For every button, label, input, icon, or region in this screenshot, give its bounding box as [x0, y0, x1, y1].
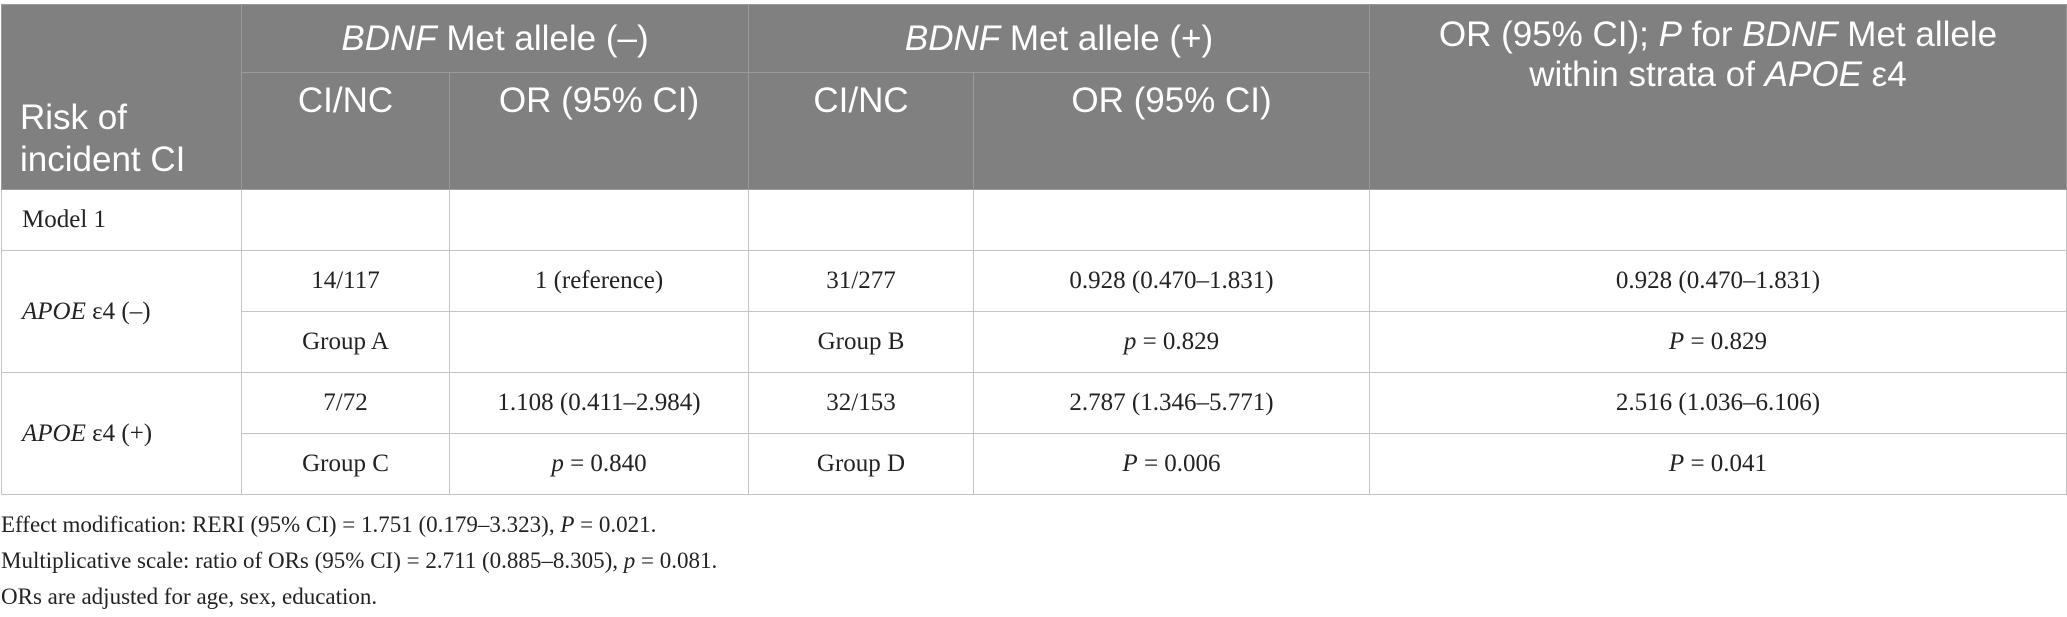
- cinc-cell: 7/72: [241, 372, 450, 434]
- apoe-pos-gene: APOE: [22, 419, 86, 447]
- or-strata-cell: 2.516 (1.036–6.106): [1369, 372, 2067, 434]
- empty-cell: [748, 189, 974, 251]
- empty-cell: [973, 189, 1370, 251]
- table-row-apoe-pos-2: Group C p = 0.840 Group D P = 0.006 P = …: [2, 433, 2067, 495]
- header-row-2: CI/NC OR (95% CI) CI/NC OR (95% CI): [2, 72, 2067, 190]
- bdnf-negative-header: BDNF Met allele (–): [241, 4, 749, 73]
- or-header-p: P: [1658, 15, 1682, 54]
- cinc-cell: 32/153: [748, 372, 974, 434]
- group-cell: Group C: [241, 433, 450, 495]
- apoe-neg-rest: ε4 (–): [85, 297, 151, 325]
- table-row-model: Model 1: [1, 189, 2067, 251]
- cinc-cell: 14/117: [241, 250, 450, 312]
- risk-header-line1: Risk of: [20, 98, 127, 137]
- footnote-text: Effect modification: RERI (95% CI) = 1.7…: [1, 512, 561, 537]
- cinc-neg-header: CI/NC: [241, 72, 450, 190]
- table-row-apoe-neg-1: APOE ε4 (–) 14/117 1 (reference) 31/277 …: [1, 250, 2067, 373]
- apoe-neg-gene: APOE: [22, 297, 86, 325]
- apoe-pos-rest: ε4 (+): [85, 419, 153, 447]
- or-cell: 1 (reference): [449, 250, 749, 312]
- cinc-cell: 31/277: [748, 250, 974, 312]
- p-value: = 0.829: [1684, 328, 1768, 355]
- risk-header-line2: incident CI: [20, 140, 186, 179]
- or-header-part2: for: [1682, 15, 1743, 54]
- group-cell: Group A: [241, 311, 450, 373]
- bdnf-positive-header: BDNF Met allele (+): [748, 4, 1370, 73]
- p-value: = 0.829: [1136, 328, 1220, 355]
- group-cell: Group D: [748, 433, 974, 495]
- p-symbol: p: [1123, 328, 1137, 355]
- p-symbol: p: [551, 450, 564, 477]
- group-cell: Group B: [748, 311, 974, 373]
- bdnf-pos-gene: BDNF: [904, 18, 1001, 58]
- p-symbol: P: [1122, 450, 1138, 477]
- p-symbol: P: [1668, 328, 1685, 355]
- or-strata-header: OR (95% CI); P for BDNF Met allele withi…: [1369, 4, 2067, 190]
- footnote-text: = 0.081.: [635, 548, 718, 573]
- or-cell: 2.787 (1.346–5.771): [973, 372, 1370, 434]
- or-pos-header: OR (95% CI): [973, 72, 1370, 190]
- p-cell: P = 0.006: [973, 433, 1370, 495]
- model-label: Model 1: [1, 189, 242, 251]
- footnote-effect-modification: Effect modification: RERI (95% CI) = 1.7…: [1, 507, 2067, 543]
- header-row-1: Risk of incident CI BDNF Met allele (–) …: [1, 4, 2067, 190]
- p-strata-cell: P = 0.041: [1369, 433, 2067, 495]
- results-table: Risk of incident CI BDNF Met allele (–) …: [1, 4, 2067, 495]
- apoe-pos-label: APOE ε4 (+): [1, 372, 242, 495]
- p-strata-cell: P = 0.829: [1369, 311, 2067, 373]
- p-value: = 0.041: [1684, 450, 1768, 477]
- empty-cell: [1369, 189, 2067, 251]
- or-header-part3: Met allele: [1837, 15, 1998, 54]
- p-symbol: p: [623, 548, 636, 573]
- empty-cell: [241, 189, 450, 251]
- cinc-pos-header: CI/NC: [748, 72, 974, 190]
- or-strata-cell: 0.928 (0.470–1.831): [1369, 250, 2067, 312]
- bdnf-neg-rest: Met allele (–): [436, 18, 649, 58]
- or-cell: 1.108 (0.411–2.984): [449, 372, 749, 434]
- table-footnotes: Effect modification: RERI (95% CI) = 1.7…: [1, 507, 2067, 615]
- bdnf-neg-gene: BDNF: [341, 18, 437, 58]
- apoe-neg-label: APOE ε4 (–): [1, 250, 242, 373]
- risk-header: Risk of incident CI: [1, 4, 242, 190]
- or-cell: 0.928 (0.470–1.831): [973, 250, 1370, 312]
- or-header-gene: BDNF: [1742, 15, 1838, 54]
- empty-cell: [449, 189, 749, 251]
- footnote-text: Multiplicative scale: ratio of ORs (95% …: [1, 548, 624, 573]
- table-row-apoe-pos-1: APOE ε4 (+) 7/72 1.108 (0.411–2.984) 32/…: [1, 372, 2067, 495]
- table-row-apoe-neg-2: Group A Group B p = 0.829 P = 0.829: [2, 311, 2067, 373]
- footnote-multiplicative: Multiplicative scale: ratio of ORs (95% …: [1, 543, 2067, 579]
- p-cell: p = 0.840: [449, 433, 749, 495]
- bdnf-pos-rest: Met allele (+): [1000, 18, 1214, 58]
- p-symbol: P: [560, 512, 575, 537]
- or-header-part4: within strata of: [1529, 55, 1765, 94]
- or-header-part5: ε4: [1861, 55, 1907, 94]
- or-neg-header: OR (95% CI): [449, 72, 749, 190]
- or-header-apoe: APOE: [1764, 55, 1862, 94]
- p-cell: p = 0.829: [973, 311, 1370, 373]
- footnote-adjustment: ORs are adjusted for age, sex, education…: [1, 584, 378, 609]
- p-cell: [449, 311, 749, 373]
- or-header-part1: OR (95% CI);: [1438, 15, 1659, 54]
- footnote-text: = 0.021.: [574, 512, 657, 537]
- p-value: = 0.840: [563, 450, 647, 477]
- p-symbol: P: [1668, 450, 1685, 477]
- p-value: = 0.006: [1137, 450, 1221, 477]
